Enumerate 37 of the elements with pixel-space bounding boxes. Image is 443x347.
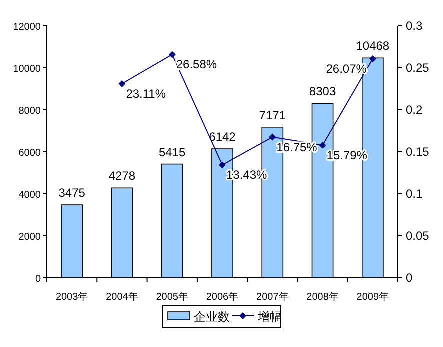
y2-tick-label: 0.3 [406,19,424,33]
y2-tick-label: 0 [406,271,413,285]
x-tick-label: 2005年 [156,291,188,303]
data-label: 8303 [309,84,336,99]
point [168,51,176,58]
data-label: 26.58% [176,58,218,72]
y2-tick-label: 0.1 [406,187,424,201]
data-label: 3475 [58,186,86,200]
data-label: 5415 [159,145,186,160]
x-tick-label: 2003年 [56,291,88,303]
point [369,56,376,63]
y2-tick-label: 0.05 [406,229,430,243]
x-tick-label: 2007年 [256,291,289,303]
y-tick-label: 6000 [18,148,42,159]
y-tick-label: 8000 [18,106,42,117]
point [219,162,226,169]
point [269,134,276,141]
y-tick-label: 12000 [13,22,42,33]
y2-tick-label: 0.15 [406,145,430,159]
data-label: 4278 [108,169,136,184]
x-tick-label: 2008年 [306,291,339,303]
data-label: 6142 [209,130,236,144]
x-tick-label: 2004年 [106,291,138,303]
y2-tick-label: 0.2 [406,103,424,117]
data-label: 10468 [356,39,390,54]
data-label: 23.11% [126,86,166,101]
legend-label: 企业数 [194,310,230,324]
data-label: 7171 [259,108,286,122]
y-tick-label: 10000 [13,64,42,75]
y-tick-label: 2000 [18,232,42,243]
point [118,80,126,88]
y-tick-label: 0 [35,274,42,285]
y2-tick-label: 0.25 [406,61,430,75]
x-tick-label: 2009年 [356,291,390,303]
point [319,142,326,149]
x-tick-label: 2006年 [206,291,239,303]
y-tick-label: 4000 [18,190,42,201]
